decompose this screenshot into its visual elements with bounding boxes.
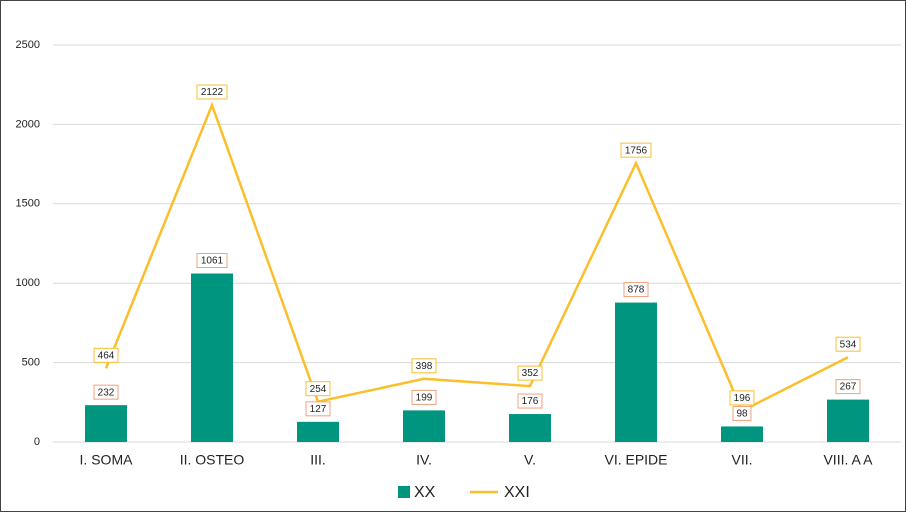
bar: [615, 302, 657, 442]
data-label-box: [93, 347, 119, 363]
data-label-box: [305, 401, 331, 417]
data-label: 464: [98, 350, 115, 361]
x-tick-label: VIII. A A: [823, 452, 873, 468]
data-label-box: [411, 358, 437, 374]
bar: [85, 405, 127, 442]
bar: [509, 414, 551, 442]
data-label-box: [623, 282, 649, 298]
y-tick-label: 2500: [16, 39, 40, 51]
x-tick-label: I. SOMA: [80, 452, 134, 468]
data-label: 127: [310, 404, 327, 415]
bar: [827, 399, 869, 442]
bar: [297, 421, 339, 442]
data-label-box: [196, 253, 228, 269]
data-label: 232: [98, 387, 115, 398]
data-label: 199: [416, 393, 433, 404]
data-label: 196: [734, 393, 751, 404]
data-label: 878: [628, 285, 645, 296]
x-tick-label: VI. EPIDE: [604, 452, 667, 468]
data-label: 254: [310, 384, 327, 395]
data-label-box: [620, 142, 652, 158]
data-label: 176: [522, 396, 539, 407]
data-label-box: [196, 84, 228, 100]
data-label: 267: [840, 382, 857, 393]
y-tick-label: 2000: [16, 118, 40, 130]
line: [104, 101, 849, 413]
data-label-box: [305, 381, 331, 397]
x-tick-label: III.: [310, 452, 326, 468]
data-label-box: [517, 393, 543, 409]
bar: [721, 426, 763, 442]
data-label: 98: [736, 409, 748, 420]
x-tick-label: VII.: [731, 452, 752, 468]
data-label: 398: [416, 361, 433, 372]
data-label-box: [835, 379, 861, 395]
data-label-box: [517, 365, 543, 381]
x-tick-label: V.: [524, 452, 536, 468]
data-label: 2122: [201, 87, 224, 98]
legend-swatch: [398, 486, 410, 498]
data-label-box: [835, 336, 861, 352]
data-label: 1061: [201, 256, 224, 267]
data-label-box: [729, 390, 755, 406]
y-tick-label: 1500: [16, 198, 40, 210]
data-label-box: [732, 405, 752, 421]
data-label: 352: [522, 368, 539, 379]
y-tick-label: 0: [34, 436, 40, 448]
data-label-box: [93, 384, 119, 400]
data-label-box: [411, 389, 437, 405]
legend-label: XXI: [504, 484, 530, 501]
bar: [403, 410, 445, 442]
x-tick-label: IV.: [416, 452, 432, 468]
y-tick-label: 1000: [16, 277, 40, 289]
legend-label: XX: [414, 484, 436, 501]
data-label: 534: [840, 339, 857, 350]
x-tick-label: II. OSTEO: [180, 452, 245, 468]
bar: [191, 273, 233, 442]
y-tick-label: 500: [22, 357, 40, 369]
data-label: 1756: [625, 145, 648, 156]
